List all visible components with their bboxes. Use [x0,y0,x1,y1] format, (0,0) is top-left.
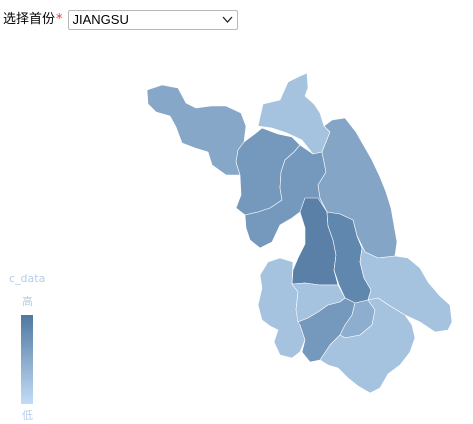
legend-title: c_data [9,272,46,285]
legend-high-label: 高 [22,295,33,308]
province-select-value: JIANGSU [72,12,129,27]
required-mark: * [56,12,63,27]
region-suzhou[interactable] [319,297,416,394]
region-nantong[interactable] [356,235,453,333]
chevron-down-icon [222,16,232,23]
province-selector: 选择首份 * JIANGSU [3,9,238,31]
legend-low-label: 低 [22,409,33,422]
region-xuzhou[interactable] [146,84,247,176]
province-select[interactable]: JIANGSU [67,10,238,30]
legend-gradient-bar[interactable] [21,315,33,404]
region-lianyungang[interactable] [257,72,331,155]
province-label: 选择首份 [3,12,56,27]
